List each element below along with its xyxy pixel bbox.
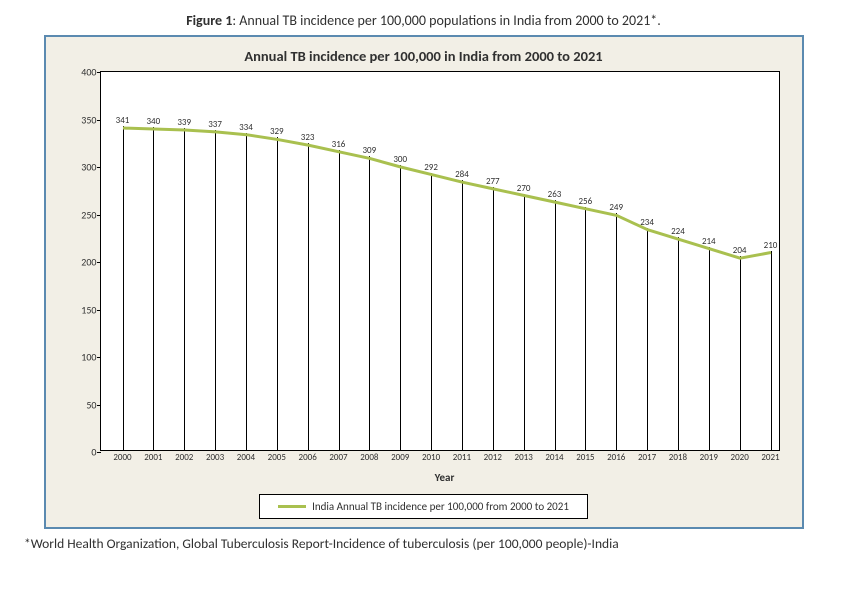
drop-line (339, 150, 340, 450)
drop-line (585, 207, 586, 450)
data-label: 224 (671, 226, 685, 237)
figure-caption: Figure 1: Annual TB incidence per 100,00… (20, 12, 827, 29)
drop-line (215, 130, 216, 450)
figure-caption-text: : Annual TB incidence per 100,000 popula… (232, 12, 660, 29)
chart-title: Annual TB incidence per 100,000 in India… (58, 47, 790, 65)
y-tick-label: 250 (81, 208, 100, 221)
data-label: 323 (301, 132, 315, 143)
drop-line (153, 127, 154, 450)
x-tick-label: 2016 (607, 450, 625, 463)
drop-line (771, 251, 772, 451)
drop-line (462, 180, 463, 450)
x-tick-label: 2014 (545, 450, 563, 463)
data-label: 256 (579, 196, 593, 207)
data-label: 329 (270, 126, 284, 137)
drop-line (524, 194, 525, 451)
x-tick-label: 2004 (237, 450, 255, 463)
x-tick-label: 2002 (175, 450, 193, 463)
x-tick-label: 2003 (206, 450, 224, 463)
data-label: 337 (208, 119, 222, 130)
y-tick-label: 200 (81, 256, 100, 269)
plot-area: 0501001502002503003504002000341200134020… (100, 71, 780, 451)
data-label: 234 (640, 217, 654, 228)
y-tick-label: 350 (81, 113, 100, 126)
data-label: 339 (177, 117, 191, 128)
x-tick-label: 2010 (422, 450, 440, 463)
drop-line (493, 187, 494, 450)
data-label: 249 (609, 202, 623, 213)
x-tick-label: 2008 (360, 450, 378, 463)
drop-line (400, 165, 401, 450)
x-tick-label: 2005 (268, 450, 286, 463)
y-tick-label: 400 (81, 66, 100, 79)
data-label: 300 (393, 154, 407, 165)
data-label: 210 (764, 240, 778, 251)
x-tick-label: 2009 (391, 450, 409, 463)
drop-line (184, 128, 185, 450)
drop-line (709, 247, 710, 450)
data-label: 340 (147, 116, 161, 127)
data-label: 204 (733, 245, 747, 256)
drop-line (277, 137, 278, 450)
drop-line (123, 126, 124, 450)
drop-line (369, 156, 370, 450)
data-label: 316 (332, 139, 346, 150)
drop-line (678, 237, 679, 450)
y-tick-label: 50 (86, 398, 100, 411)
plot-wrap: Incidence per 100000 0501001502002503003… (100, 71, 790, 484)
y-tick-label: 100 (81, 351, 100, 364)
drop-line (246, 133, 247, 450)
chart-frame: Annual TB incidence per 100,000 in India… (44, 35, 804, 529)
data-label: 284 (455, 169, 469, 180)
x-tick-label: 2013 (515, 450, 533, 463)
drop-line (555, 200, 556, 450)
x-tick-label: 2019 (700, 450, 718, 463)
data-label: 334 (239, 122, 253, 133)
drop-line (616, 213, 617, 450)
y-tick-label: 150 (81, 303, 100, 316)
x-tick-label: 2017 (638, 450, 656, 463)
footnote: *World Health Organization, Global Tuber… (24, 535, 827, 552)
y-tick-label: 0 (91, 446, 100, 459)
data-label: 341 (116, 115, 130, 126)
x-tick-label: 2001 (144, 450, 162, 463)
figure-label: Figure 1 (186, 12, 232, 29)
legend-line-swatch (278, 505, 306, 508)
data-label: 292 (424, 162, 438, 173)
x-tick-label: 2018 (669, 450, 687, 463)
data-label: 277 (486, 176, 500, 187)
y-tick-label: 300 (81, 161, 100, 174)
legend: India Annual TB incidence per 100,000 fr… (259, 494, 588, 519)
data-label: 214 (702, 236, 716, 247)
x-tick-label: 2020 (731, 450, 749, 463)
x-tick-label: 2011 (453, 450, 471, 463)
drop-line (431, 173, 432, 450)
drop-line (647, 228, 648, 450)
legend-label: India Annual TB incidence per 100,000 fr… (312, 500, 569, 513)
x-axis-label: Year (100, 471, 790, 484)
drop-line (740, 256, 741, 450)
data-label: 270 (517, 183, 531, 194)
data-label: 309 (363, 145, 377, 156)
x-tick-label: 2007 (329, 450, 347, 463)
x-tick-label: 2015 (576, 450, 594, 463)
x-tick-label: 2000 (113, 450, 131, 463)
x-tick-label: 2012 (484, 450, 502, 463)
x-tick-label: 2021 (761, 450, 779, 463)
data-label: 263 (548, 189, 562, 200)
drop-line (308, 143, 309, 450)
x-tick-label: 2006 (299, 450, 317, 463)
